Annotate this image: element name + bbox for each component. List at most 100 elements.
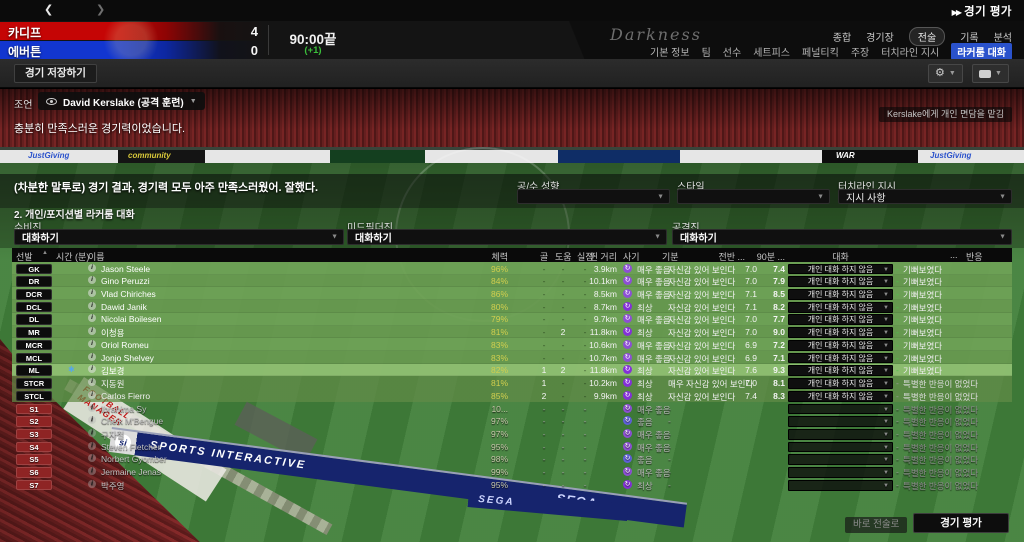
player-name[interactable]: 박주영: [101, 480, 125, 491]
forward-arrow-icon[interactable]: ❯: [96, 4, 106, 16]
tab-터치라인 지시[interactable]: 터치라인 지시: [881, 48, 940, 59]
player-row[interactable]: STCL ✱ i Carlos Fierro 85% 2 - - 9.9km ↻…: [12, 389, 1012, 402]
player-row[interactable]: STCR ✱ i 지동원 81% 1 - - 10.2km ↻ 최상 매우 자신…: [12, 376, 1012, 390]
home-team-name[interactable]: 카디프: [8, 26, 42, 40]
player-row[interactable]: S5 ✱ i Norbert Gyomber 98% - - - ↻ 좋음 - …: [12, 453, 1012, 466]
player-name[interactable]: Gino Peruzzi: [101, 276, 150, 287]
player-row[interactable]: DCL ✱ i Dawid Janik 80% - - - 8.7km ↻ 최상…: [12, 300, 1012, 313]
individual-talk-dropdown[interactable]: ▼: [788, 428, 893, 440]
player-name[interactable]: 지동원: [101, 379, 125, 390]
player-row[interactable]: MR ✱ i 이청용 81% - 2 - 11.8km ↻ 최상 자신감 있어 …: [12, 325, 1012, 339]
col-start[interactable]: 선발: [16, 252, 33, 262]
info-icon[interactable]: i: [88, 378, 96, 387]
player-name[interactable]: Ibrahima Sy: [101, 403, 147, 414]
go-to-tactics-button[interactable]: 바로 전술로: [845, 517, 908, 533]
player-row[interactable]: S2 ✱ i Cheik M'Bengue 97% - - - ↻ 좋음 - ▼…: [12, 415, 1012, 428]
col-assists[interactable]: 도움: [555, 252, 572, 262]
info-icon[interactable]: i: [88, 339, 96, 348]
individual-talk-dropdown[interactable]: ▼: [788, 479, 893, 491]
individual-talk-dropdown[interactable]: ▼: [788, 416, 893, 428]
chat-button[interactable]: ▼: [972, 64, 1009, 83]
individual-talk-dropdown[interactable]: 개인 대화 하지 않음 ▼: [788, 276, 893, 288]
info-icon[interactable]: i: [88, 416, 96, 425]
individual-talk-dropdown[interactable]: 개인 대화 하지 않음 ▼: [788, 365, 893, 377]
info-icon[interactable]: i: [88, 289, 96, 298]
info-icon[interactable]: i: [88, 454, 96, 463]
tab-라커룸 대화[interactable]: 라커룸 대화: [951, 43, 1012, 60]
tab-분석[interactable]: 분석: [993, 33, 1012, 44]
individual-talk-dropdown[interactable]: ▼: [788, 403, 893, 415]
col-condition[interactable]: 체력: [491, 252, 508, 262]
individual-talk-dropdown[interactable]: 개인 대화 하지 않음 ▼: [788, 263, 893, 275]
tab-전술[interactable]: 전술: [908, 27, 946, 46]
player-name[interactable]: Vlad Chiriches: [101, 289, 156, 300]
player-name[interactable]: Cheik M'Bengue: [101, 416, 164, 427]
info-icon[interactable]: i: [88, 352, 96, 361]
match-review-button[interactable]: 경기 평가: [913, 513, 1009, 533]
defence-talk-dropdown[interactable]: 대화하기 ▼: [14, 229, 344, 245]
player-name[interactable]: Norbert Gyomber: [101, 454, 167, 465]
col-conceded[interactable]: 실점: [577, 252, 594, 262]
tab-기본 정보[interactable]: 기본 정보: [650, 48, 690, 59]
individual-talk-dropdown[interactable]: ▼: [788, 441, 893, 453]
individual-talk-dropdown[interactable]: ▼: [788, 454, 893, 466]
player-row[interactable]: MCR ✱ i Oriol Romeu 83% - - - 10.6km ↻ 매…: [12, 338, 1012, 351]
player-name[interactable]: Carlos Fierro: [101, 390, 151, 401]
tab-선수[interactable]: 선수: [722, 48, 742, 59]
player-row[interactable]: MCL ✱ i Jonjo Shelvey 83% - - - 10.7km ↻…: [12, 351, 1012, 364]
info-icon[interactable]: i: [88, 263, 96, 272]
player-name[interactable]: 구자철: [101, 429, 125, 440]
col-reaction[interactable]: 반응: [966, 252, 983, 262]
player-row[interactable]: GK ✱ i Jason Steele 96% - - - 3.9km ↻ 매우…: [12, 262, 1012, 275]
individual-talk-dropdown[interactable]: 개인 대화 하지 않음 ▼: [788, 289, 893, 300]
individual-talk-dropdown[interactable]: 개인 대화 하지 않음 ▼: [788, 378, 893, 389]
individual-talk-dropdown[interactable]: ▼: [788, 467, 893, 478]
away-team-name[interactable]: 에버튼: [8, 45, 42, 59]
individual-talk-dropdown[interactable]: 개인 대화 하지 않음 ▼: [788, 327, 893, 338]
player-row[interactable]: S7 ✱ i 박주영 95% - - - ↻ 최상 - ▼ - 특별한 반응이 …: [12, 478, 1012, 491]
player-row[interactable]: DL ✱ i Nicolai Boilesen 79% - - - 9.7km …: [12, 312, 1012, 326]
individual-talk-dropdown[interactable]: 개인 대화 하지 않음 ▼: [788, 314, 893, 326]
style-dropdown[interactable]: ▼: [677, 189, 830, 204]
info-icon[interactable]: i: [88, 428, 96, 437]
save-match-button[interactable]: 경기 저장하기: [14, 64, 97, 83]
info-icon[interactable]: i: [88, 327, 96, 336]
tab-페널티킥[interactable]: 페널티킥: [802, 48, 839, 59]
info-icon[interactable]: i: [88, 441, 96, 450]
player-name[interactable]: Jason Steele: [101, 263, 151, 274]
individual-talk-dropdown[interactable]: 개인 대화 하지 않음 ▼: [788, 339, 893, 351]
info-icon[interactable]: i: [88, 479, 96, 488]
player-name[interactable]: Jermaine Jenas: [101, 467, 162, 478]
info-icon[interactable]: i: [88, 403, 96, 412]
advisor-dropdown[interactable]: David Kerslake (공격 훈련) ▼: [38, 92, 205, 110]
info-icon[interactable]: i: [88, 365, 96, 374]
individual-talk-dropdown[interactable]: 개인 대화 하지 않음 ▼: [788, 352, 893, 364]
player-row[interactable]: DR ✱ i Gino Peruzzi 84% - - - 10.1km ↻ 매…: [12, 274, 1012, 288]
info-icon[interactable]: i: [88, 467, 96, 476]
player-name[interactable]: Steven Fletcher: [101, 441, 161, 452]
col-morale[interactable]: 사기: [623, 252, 640, 262]
player-row[interactable]: S3 ✱ i 구자철 97% - - - ↻ 매우 좋음 - ▼ - 특별한 반…: [12, 427, 1012, 440]
col-goals[interactable]: 골: [539, 252, 549, 262]
player-name[interactable]: Nicolai Boilesen: [101, 314, 162, 325]
midfield-talk-dropdown[interactable]: 대화하기 ▼: [347, 229, 667, 245]
individual-talk-dropdown[interactable]: 개인 대화 하지 않음 ▼: [788, 390, 893, 402]
tab-종합[interactable]: 종합: [832, 33, 852, 44]
player-name[interactable]: 이청용: [101, 328, 125, 339]
tab-세트피스[interactable]: 세트피스: [753, 48, 791, 59]
col-talk[interactable]: 대화: [832, 252, 849, 262]
col-mood[interactable]: 기분: [662, 252, 679, 262]
touchline-dropdown[interactable]: 지시 사항 ▼: [838, 189, 1012, 204]
info-icon[interactable]: i: [88, 276, 96, 285]
attack-talk-dropdown[interactable]: 대화하기 ▼: [672, 229, 1012, 245]
player-row[interactable]: S4 ✱ i Steven Fletcher 95% - - - ↻ 매우 좋음…: [12, 440, 1012, 453]
player-name[interactable]: Oriol Romeu: [101, 339, 149, 350]
col-halftime-rating[interactable]: 전반 ...: [718, 252, 745, 262]
col-name[interactable]: 이름: [88, 252, 105, 262]
tab-경기장[interactable]: 경기장: [866, 33, 894, 44]
player-name[interactable]: Dawid Janik: [101, 301, 147, 312]
col-time[interactable]: 시간 (분): [56, 252, 90, 262]
player-name[interactable]: Jonjo Shelvey: [101, 352, 154, 363]
player-row[interactable]: S1 ✱ i Ibrahima Sy 10... - - - ↻ 매우 좋음 -…: [12, 402, 1012, 415]
settings-button[interactable]: ⚙ ▼: [928, 64, 963, 83]
